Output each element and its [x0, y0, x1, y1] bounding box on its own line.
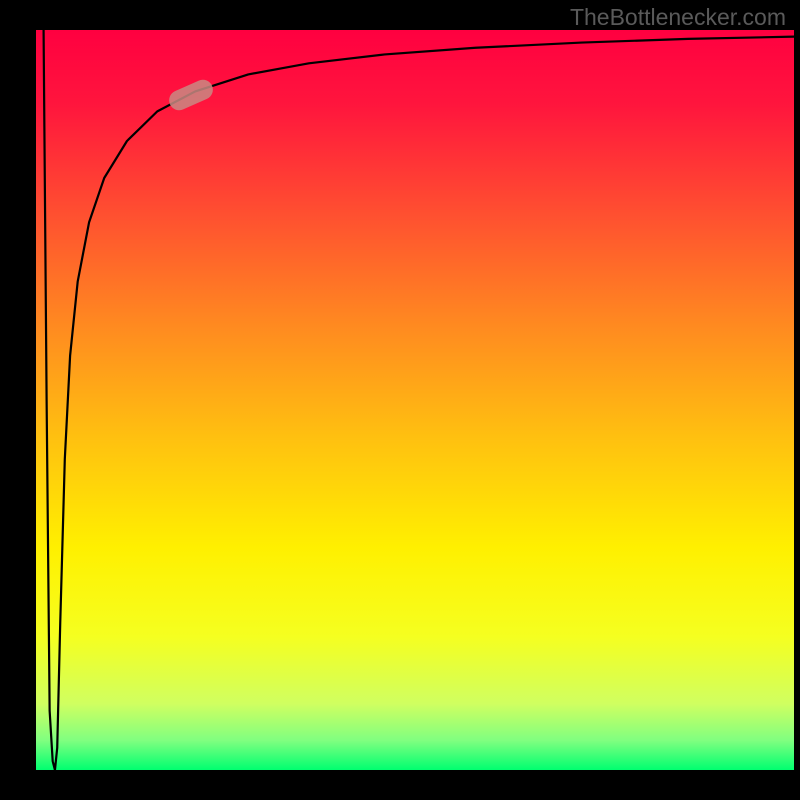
plot-area [36, 30, 794, 770]
curve-svg [36, 30, 794, 770]
bottleneck-curve [44, 30, 794, 770]
chart-root: TheBottlenecker.com [0, 0, 800, 800]
attribution-label: TheBottlenecker.com [570, 4, 786, 31]
